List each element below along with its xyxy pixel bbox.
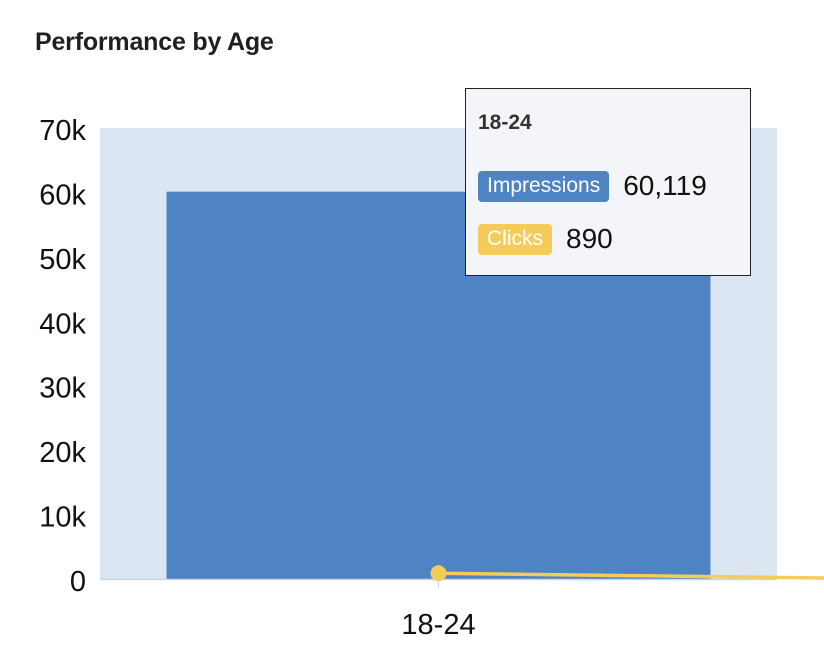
chart-tooltip: 18-24 Impressions 60,119 Clicks 890 (465, 88, 751, 276)
impressions-badge: Impressions (478, 170, 610, 202)
tooltip-category: 18-24 (478, 111, 532, 134)
impressions-value: 60,119 (623, 170, 707, 201)
y-tick-label: 20k (39, 437, 86, 469)
clicks-value: 890 (566, 223, 613, 254)
point-clicks (430, 565, 447, 582)
y-tick-label: 50k (39, 244, 86, 276)
y-tick-label: 0 (70, 566, 86, 598)
y-tick-label: 40k (39, 308, 86, 340)
x-tick-label: 18-24 (401, 609, 475, 641)
line-clicks (438, 571, 824, 580)
chart-title: Performance by Age (35, 28, 274, 56)
y-tick-label: 30k (39, 373, 86, 405)
y-tick-label: 60k (39, 179, 86, 211)
tooltip-row-impressions: Impressions 60,119 (478, 170, 707, 202)
y-tick-label: 70k (39, 115, 86, 147)
y-tick-label: 10k (39, 502, 86, 534)
tooltip-row-clicks: Clicks 890 (478, 223, 613, 255)
clicks-badge: Clicks (478, 223, 552, 255)
